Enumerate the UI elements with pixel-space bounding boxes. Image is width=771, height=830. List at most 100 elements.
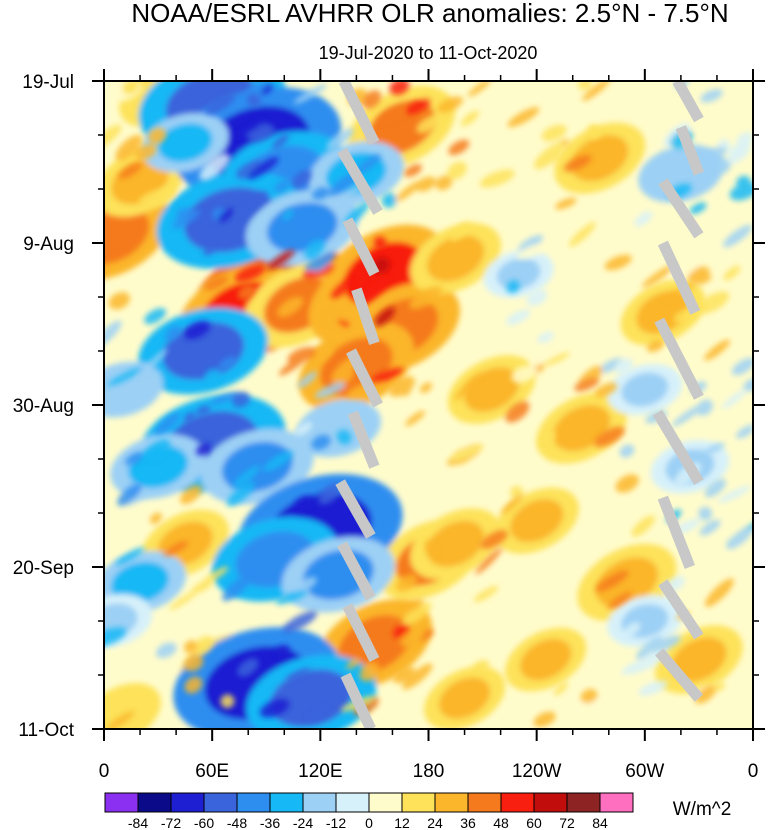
field-texture xyxy=(184,411,196,423)
field-texture xyxy=(570,258,587,272)
field-texture xyxy=(107,367,144,386)
missing-data-band xyxy=(346,348,383,408)
missing-data-band xyxy=(672,81,704,123)
field-texture xyxy=(731,357,753,376)
field-texture xyxy=(373,236,387,250)
missing-data-band xyxy=(338,81,380,146)
field-texture xyxy=(595,570,629,592)
field-texture xyxy=(150,512,162,524)
y-tick-label: 9-Aug xyxy=(23,234,74,255)
field-texture xyxy=(449,444,484,462)
field-texture xyxy=(210,391,240,405)
field-texture xyxy=(336,429,352,445)
field-texture xyxy=(480,530,508,549)
anomaly-region xyxy=(621,372,669,407)
missing-data-bands xyxy=(335,81,705,729)
missing-data-band xyxy=(657,495,696,569)
colorbar: -84 -72 -60 -48 -36 -24 -12 0 12 24 36 48 60 72 84 xyxy=(104,792,634,830)
x-tick-label: 120W xyxy=(512,761,562,782)
field-texture xyxy=(447,161,467,180)
field-texture xyxy=(553,681,569,696)
field-texture xyxy=(115,134,143,161)
field-texture xyxy=(475,547,503,575)
x-tick-label: 180 xyxy=(413,761,445,782)
field-texture xyxy=(511,365,537,383)
field-texture xyxy=(324,311,339,325)
x-tick-label: 60E xyxy=(195,761,229,782)
colorbar-level-label: -48 xyxy=(227,815,247,830)
field-texture xyxy=(580,688,598,704)
field-texture xyxy=(311,434,331,450)
field-texture xyxy=(117,483,142,506)
field-texture xyxy=(736,424,753,439)
x-tick-label: 60W xyxy=(625,761,664,782)
field-texture xyxy=(717,485,751,504)
field-texture xyxy=(359,277,389,304)
field-texture xyxy=(448,139,470,156)
chart-title: NOAA/ESRL AVHRR OLR anomalies: 2.5°N - 7… xyxy=(131,0,728,28)
field-texture xyxy=(473,585,499,603)
field-texture xyxy=(148,127,166,144)
colorbar-swatch xyxy=(599,792,634,813)
y-axis: 19-Jul 9-Aug 30-Aug 20-Sep 11-Oct xyxy=(13,72,765,741)
anomaly-region xyxy=(671,637,727,682)
field-texture xyxy=(435,175,453,191)
anomaly-region xyxy=(636,290,690,334)
field-texture xyxy=(541,124,567,142)
colorbar-level-label: 12 xyxy=(394,815,410,830)
field-texture xyxy=(122,81,139,95)
missing-data-band xyxy=(342,217,380,277)
field-texture xyxy=(638,680,668,696)
missing-data-band xyxy=(658,178,704,239)
field-texture xyxy=(604,254,632,271)
field-texture xyxy=(537,331,554,343)
field-texture xyxy=(304,239,325,260)
field-texture xyxy=(282,611,318,633)
field-texture xyxy=(217,208,234,223)
colorbar-level-label: -36 xyxy=(260,815,280,830)
field-texture xyxy=(581,81,611,102)
anomaly-region xyxy=(111,561,169,604)
field-texture xyxy=(594,426,625,447)
field-texture xyxy=(700,89,723,103)
field-texture xyxy=(222,573,253,602)
missing-data-band xyxy=(342,603,380,663)
field-texture xyxy=(404,164,422,177)
field-texture xyxy=(587,124,602,140)
field-texture xyxy=(218,356,237,370)
field-texture xyxy=(424,540,439,555)
field-texture xyxy=(315,382,346,399)
y-tick-label: 30-Aug xyxy=(13,396,74,417)
field-texture xyxy=(274,179,291,193)
field-texture xyxy=(696,399,713,416)
field-texture xyxy=(192,636,214,656)
field-texture xyxy=(703,442,726,455)
field-texture xyxy=(326,128,354,150)
field-texture xyxy=(310,344,334,363)
field-texture xyxy=(704,578,734,607)
field-texture xyxy=(304,255,332,271)
colorbar-swatch xyxy=(269,792,304,813)
anomaly-region xyxy=(595,557,658,608)
field-texture xyxy=(104,320,122,348)
field-texture xyxy=(500,493,524,515)
colorbar-level-label: -84 xyxy=(128,815,148,830)
field-texture xyxy=(467,81,491,97)
anomaly-region xyxy=(439,677,491,719)
colorbar-swatch xyxy=(533,792,568,813)
missing-data-band xyxy=(337,541,376,601)
field-texture xyxy=(479,169,515,188)
missing-data-band xyxy=(335,479,376,539)
field-texture xyxy=(402,663,433,690)
field-texture xyxy=(505,401,530,423)
field-texture xyxy=(232,465,260,488)
missing-data-band xyxy=(658,579,704,640)
field-texture xyxy=(722,224,753,248)
field-texture xyxy=(526,289,548,307)
field-texture xyxy=(395,574,418,592)
field-texture xyxy=(533,142,565,170)
field-texture xyxy=(454,373,482,401)
colorbar-swatch xyxy=(401,792,436,813)
field-texture xyxy=(203,244,215,256)
anomaly-region xyxy=(104,371,148,408)
